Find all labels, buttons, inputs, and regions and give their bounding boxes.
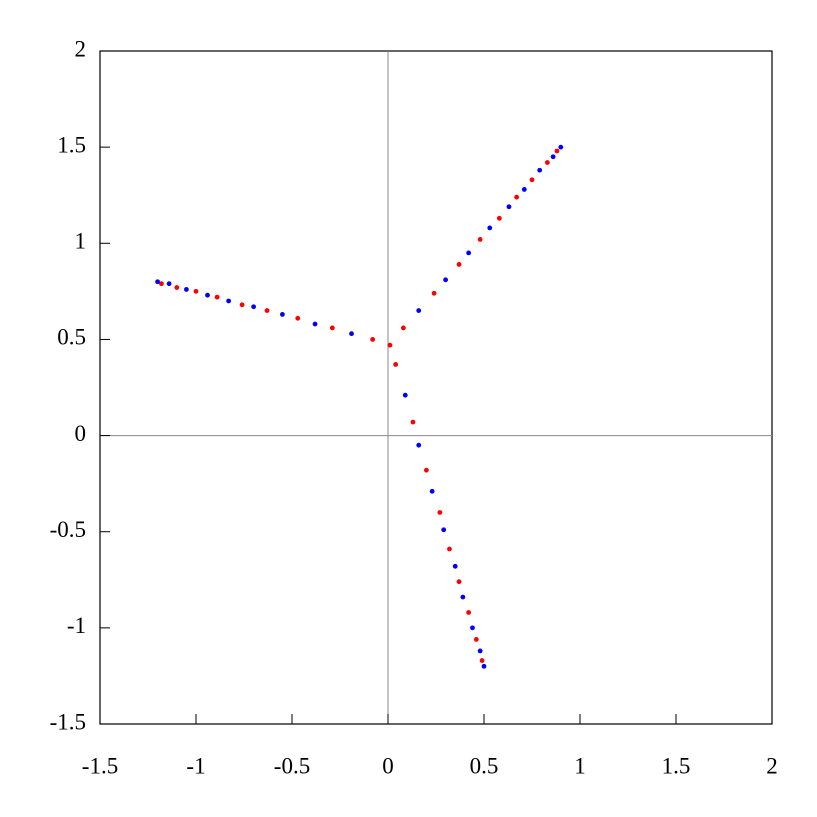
point bbox=[329, 325, 335, 331]
point bbox=[537, 167, 543, 173]
point bbox=[424, 467, 429, 473]
point bbox=[496, 215, 502, 221]
point bbox=[456, 579, 462, 585]
point bbox=[155, 279, 161, 285]
point bbox=[481, 663, 487, 669]
point bbox=[554, 148, 560, 154]
x-tick-label: 1 bbox=[574, 753, 586, 778]
point bbox=[466, 250, 472, 256]
y-tick-label: 0.5 bbox=[57, 325, 86, 350]
point bbox=[400, 325, 406, 331]
point bbox=[544, 160, 550, 165]
point bbox=[477, 237, 483, 242]
x-tick-label: 0.5 bbox=[470, 753, 499, 778]
y-tick-label: -1 bbox=[67, 613, 86, 638]
y-tick-label: 1 bbox=[75, 229, 87, 254]
point bbox=[193, 288, 199, 294]
plot-frame bbox=[99, 50, 773, 725]
point bbox=[295, 315, 301, 321]
point bbox=[393, 362, 399, 367]
point bbox=[280, 312, 285, 317]
point bbox=[239, 302, 245, 308]
point bbox=[558, 144, 564, 150]
point bbox=[159, 281, 164, 287]
point bbox=[487, 225, 493, 231]
x-tick-label: 0 bbox=[382, 753, 394, 778]
point bbox=[452, 563, 458, 569]
point bbox=[416, 442, 422, 448]
y-tick-label: -0.5 bbox=[50, 517, 86, 542]
point bbox=[506, 204, 512, 210]
point bbox=[226, 298, 232, 304]
point bbox=[470, 625, 475, 631]
point bbox=[166, 281, 172, 287]
point bbox=[431, 290, 437, 296]
x-tick-label: -1 bbox=[186, 753, 205, 778]
point bbox=[447, 546, 452, 552]
point bbox=[312, 321, 318, 327]
point bbox=[477, 648, 483, 654]
point bbox=[550, 154, 556, 160]
point bbox=[387, 342, 393, 348]
y-tick-label: 1.5 bbox=[57, 132, 86, 157]
point bbox=[443, 277, 448, 283]
point bbox=[251, 304, 256, 310]
point bbox=[521, 187, 527, 192]
y-tick-label: 0 bbox=[75, 421, 87, 446]
y-tick-label: 2 bbox=[75, 36, 87, 61]
point bbox=[174, 285, 180, 290]
point bbox=[264, 308, 270, 313]
x-tick-label: 2 bbox=[766, 753, 778, 778]
point bbox=[456, 262, 462, 267]
point bbox=[184, 287, 189, 292]
point bbox=[437, 510, 443, 515]
x-tick-label: -0.5 bbox=[274, 753, 310, 778]
point bbox=[466, 610, 472, 615]
point bbox=[416, 308, 422, 313]
point bbox=[441, 527, 447, 533]
point bbox=[529, 177, 535, 183]
point bbox=[205, 292, 210, 298]
point bbox=[214, 294, 220, 300]
point bbox=[479, 658, 485, 663]
point bbox=[460, 594, 466, 600]
point bbox=[429, 488, 435, 494]
x-tick-label: 1.5 bbox=[662, 753, 691, 778]
point bbox=[370, 337, 376, 342]
y-tick-label: -1.5 bbox=[50, 709, 86, 734]
x-tick-label: -1.5 bbox=[82, 753, 118, 778]
point bbox=[410, 419, 416, 425]
point bbox=[514, 194, 520, 200]
point bbox=[473, 636, 479, 642]
point bbox=[402, 392, 408, 398]
point bbox=[349, 331, 354, 337]
